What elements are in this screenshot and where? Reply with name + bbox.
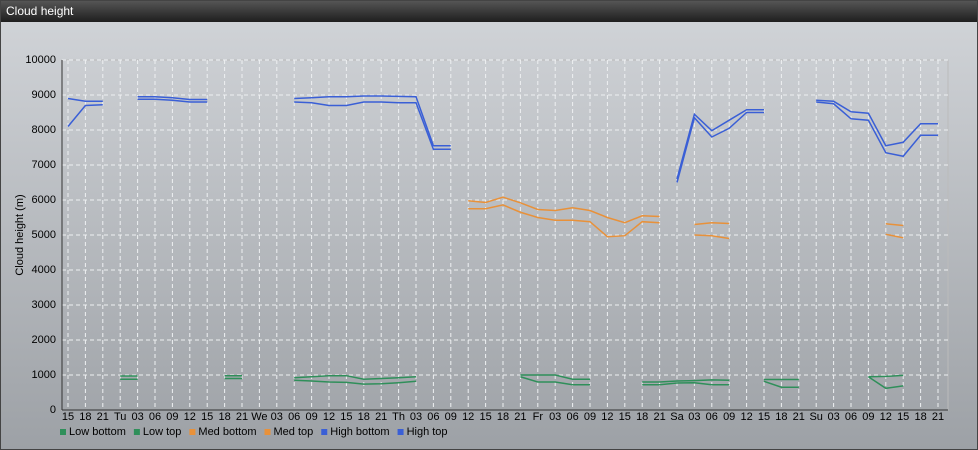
x-tick-label: 06 bbox=[288, 411, 300, 423]
legend-swatch bbox=[60, 429, 66, 435]
x-tick-label: 15 bbox=[758, 411, 770, 423]
x-tick-label: 15 bbox=[62, 411, 74, 423]
y-tick-label: 6000 bbox=[32, 194, 56, 206]
legend-swatch bbox=[397, 429, 404, 435]
legend-label: Low top bbox=[143, 426, 182, 438]
y-tick-label: 10000 bbox=[25, 54, 56, 66]
y-tick-label: 4000 bbox=[32, 264, 56, 276]
x-tick-label: 09 bbox=[862, 411, 874, 423]
x-tick-label: 18 bbox=[636, 411, 648, 423]
legend-swatch bbox=[189, 429, 196, 435]
x-tick-label: Sa bbox=[670, 411, 684, 423]
y-tick-label: 3000 bbox=[32, 299, 56, 311]
y-axis-label: Cloud height (m) bbox=[14, 194, 26, 275]
window-title: Cloud height bbox=[6, 4, 74, 18]
y-tick-label: 0 bbox=[50, 404, 56, 416]
y-tick-label: 8000 bbox=[32, 124, 56, 136]
x-tick-label: 03 bbox=[827, 411, 839, 423]
x-tick-label: 03 bbox=[410, 411, 422, 423]
y-tick-label: 2000 bbox=[32, 334, 56, 346]
x-tick-label: 21 bbox=[932, 411, 944, 423]
series-line bbox=[468, 196, 904, 227]
x-tick-label: 03 bbox=[549, 411, 561, 423]
x-tick-label: 09 bbox=[445, 411, 457, 423]
x-tick-label: 21 bbox=[97, 411, 109, 423]
x-tick-label: 12 bbox=[740, 411, 752, 423]
x-tick-label: 21 bbox=[236, 411, 248, 423]
x-tick-label: 15 bbox=[479, 411, 491, 423]
y-tick-label: 1000 bbox=[32, 369, 56, 381]
x-tick-label: 18 bbox=[914, 411, 926, 423]
x-tick-label: 18 bbox=[497, 411, 509, 423]
y-tick-label: 5000 bbox=[32, 229, 56, 241]
x-tick-label: 18 bbox=[775, 411, 787, 423]
x-tick-label: 15 bbox=[897, 411, 909, 423]
chart: Cloud height (m) 0 1000 2000 3000 4000 5000 60… bbox=[14, 54, 949, 438]
x-tick-label: 06 bbox=[706, 411, 718, 423]
x-tick-label: 03 bbox=[271, 411, 283, 423]
x-tick-label: 09 bbox=[723, 411, 735, 423]
legend-swatch bbox=[321, 429, 328, 435]
x-tick-label: 12 bbox=[184, 411, 196, 423]
x-tick-label: Th bbox=[392, 411, 405, 423]
x-tick-label: 12 bbox=[462, 411, 474, 423]
x-tick-label: 18 bbox=[218, 411, 230, 423]
title-bar: Cloud height bbox=[1, 1, 977, 22]
legend-label: Med top bbox=[274, 426, 314, 438]
x-tick-label: 09 bbox=[584, 411, 596, 423]
x-tick-label: 12 bbox=[880, 411, 892, 423]
x-tick-label: 09 bbox=[305, 411, 317, 423]
series-line bbox=[67, 98, 938, 183]
y-tick-label: 7000 bbox=[32, 159, 56, 171]
legend-label: Low bottom bbox=[69, 426, 126, 438]
x-tick-label: Su bbox=[809, 411, 822, 423]
legend-label: High bottom bbox=[330, 426, 389, 438]
x-tick-label: 18 bbox=[358, 411, 370, 423]
x-tick-label: Fr bbox=[533, 411, 544, 423]
x-tick-label: 21 bbox=[653, 411, 665, 423]
legend-swatch bbox=[264, 429, 271, 435]
x-tick-label: 06 bbox=[845, 411, 857, 423]
legend-swatch bbox=[133, 429, 140, 435]
x-tick-label: 12 bbox=[323, 411, 335, 423]
series-line bbox=[468, 204, 904, 240]
x-tick-label: 15 bbox=[340, 411, 352, 423]
x-tick-label: 12 bbox=[601, 411, 613, 423]
x-tick-label: 21 bbox=[793, 411, 805, 423]
x-tick-label: 18 bbox=[79, 411, 91, 423]
x-tick-label: 09 bbox=[166, 411, 178, 423]
x-tick-label: 03 bbox=[688, 411, 700, 423]
x-tick-label: 03 bbox=[131, 411, 143, 423]
x-tick-label: 21 bbox=[514, 411, 526, 423]
x-tick-label: 15 bbox=[619, 411, 631, 423]
legend-label: Med bottom bbox=[198, 426, 256, 438]
x-tick-label: 06 bbox=[427, 411, 439, 423]
legend-label: High top bbox=[407, 426, 448, 438]
series-line bbox=[120, 376, 904, 390]
y-tick-label: 9000 bbox=[32, 89, 56, 101]
x-tick-label: We bbox=[251, 411, 267, 423]
x-tick-label: 21 bbox=[375, 411, 387, 423]
x-tick-label: 15 bbox=[201, 411, 213, 423]
series-line bbox=[120, 374, 904, 383]
series-line bbox=[67, 95, 938, 180]
x-tick-label: Tu bbox=[114, 411, 126, 423]
x-tick-label: 06 bbox=[566, 411, 578, 423]
x-tick-label: 06 bbox=[149, 411, 161, 423]
